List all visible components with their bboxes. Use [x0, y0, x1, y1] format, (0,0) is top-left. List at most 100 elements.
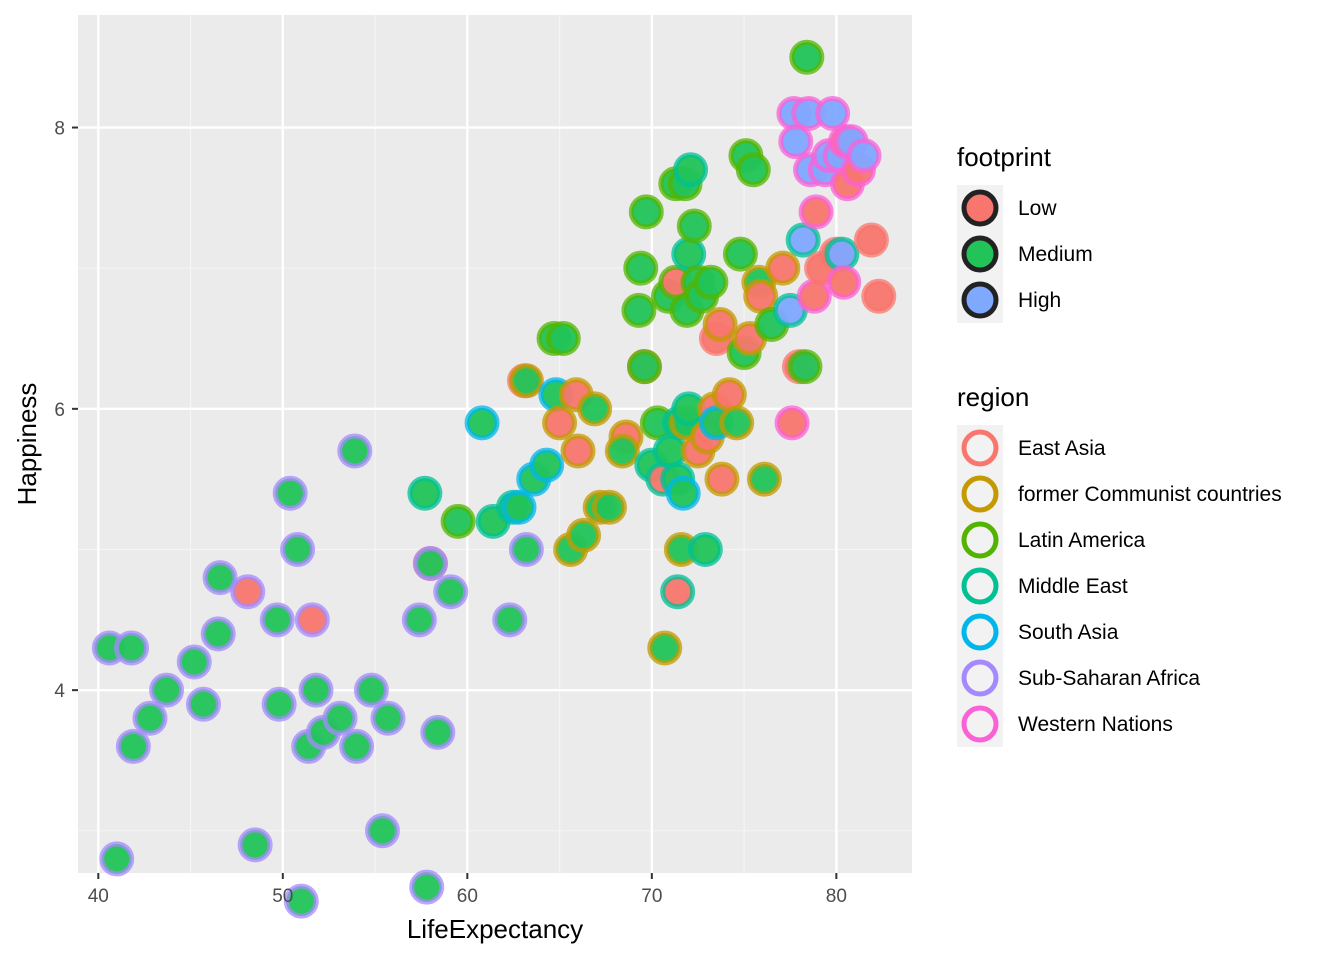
data-point — [604, 433, 640, 469]
data-point — [353, 672, 389, 708]
data-point — [647, 630, 683, 666]
y-tick-label: 6 — [54, 400, 65, 421]
data-point — [735, 152, 771, 188]
x-tick-label: 70 — [641, 886, 662, 907]
y-tick-label: 8 — [54, 119, 65, 140]
y-axis: 4 6 8 — [54, 119, 78, 702]
data-point — [272, 475, 308, 511]
data-point — [815, 95, 851, 131]
data-point — [280, 531, 316, 567]
data-point — [789, 39, 825, 75]
data-point — [114, 630, 150, 666]
data-point — [671, 236, 707, 272]
data-point — [261, 686, 297, 722]
grid-major — [78, 15, 912, 873]
data-point — [322, 700, 358, 736]
legend-label-middle-east: Middle East — [1018, 575, 1128, 598]
data-point — [200, 616, 236, 652]
panel-background — [78, 15, 912, 873]
data-point — [673, 152, 709, 188]
data-point — [623, 250, 659, 286]
data-point — [628, 194, 664, 230]
legend-footprint-title: footprint — [957, 142, 1052, 172]
legend-label-western-nations: Western Nations — [1018, 713, 1173, 736]
legend-key-medium — [961, 235, 999, 273]
y-tick-label: 4 — [54, 681, 65, 702]
legend-key-east-asia — [961, 429, 999, 467]
legend-key-former-communist — [961, 475, 999, 513]
data-point — [693, 264, 729, 300]
data-point — [440, 503, 476, 539]
legend-key-sub-saharan-africa — [961, 659, 999, 697]
data-point — [298, 672, 334, 708]
data-point — [785, 222, 821, 258]
data-point — [508, 363, 544, 399]
x-axis-title: LifeExpectancy — [407, 914, 583, 944]
data-point — [283, 883, 319, 919]
data-point — [774, 405, 810, 441]
legend-key-western-nations — [961, 705, 999, 743]
data-point — [409, 869, 445, 905]
data-point — [676, 208, 712, 244]
x-tick-label: 50 — [272, 886, 293, 907]
data-point — [230, 574, 266, 610]
data-point — [566, 517, 602, 553]
legend-key-latin-america — [961, 521, 999, 559]
data-point — [665, 475, 701, 511]
legend-label-high: High — [1018, 289, 1061, 312]
legend-key-high — [961, 281, 999, 319]
x-axis: 40 50 60 70 80 — [88, 873, 847, 907]
data-point — [185, 686, 221, 722]
data-point — [508, 531, 544, 567]
legend-label-former-communist: former Communist countries — [1018, 483, 1282, 506]
data-point — [237, 827, 273, 863]
data-point — [798, 194, 834, 230]
legend-region: region East Asia former Communist countr… — [957, 382, 1282, 747]
data-point — [704, 461, 740, 497]
data-point — [861, 278, 897, 314]
data-point — [492, 602, 528, 638]
legend-label-latin-america: Latin America — [1018, 529, 1146, 552]
data-point — [132, 700, 168, 736]
legend-key-south-asia — [961, 613, 999, 651]
legend-label-low: Low — [1018, 197, 1057, 220]
data-point — [765, 250, 801, 286]
legend-region-title: region — [957, 382, 1029, 412]
legend-label-sub-saharan-africa: Sub-Saharan Africa — [1018, 667, 1200, 690]
data-point — [560, 433, 596, 469]
data-point — [743, 278, 779, 314]
data-point — [202, 560, 238, 596]
legend-label-medium: Medium — [1018, 243, 1093, 266]
data-points — [91, 39, 897, 919]
data-point — [719, 405, 755, 441]
data-point — [433, 574, 469, 610]
legend-footprint: footprint Low Medium High — [957, 142, 1093, 323]
data-point — [577, 391, 613, 427]
data-point — [542, 405, 578, 441]
data-point — [824, 236, 860, 272]
data-point — [778, 124, 814, 160]
data-point — [826, 264, 862, 300]
data-point — [853, 222, 889, 258]
data-point — [846, 138, 882, 174]
data-point — [401, 602, 437, 638]
legend-label-east-asia: East Asia — [1018, 437, 1106, 460]
legend-key-middle-east — [961, 567, 999, 605]
data-point — [149, 672, 185, 708]
data-point — [420, 714, 456, 750]
data-point — [115, 728, 151, 764]
data-point — [796, 278, 832, 314]
data-point — [370, 700, 406, 736]
data-point — [412, 546, 448, 582]
x-tick-label: 80 — [826, 886, 847, 907]
data-point — [176, 644, 212, 680]
data-point — [337, 433, 373, 469]
data-point — [711, 377, 747, 413]
data-point — [339, 728, 375, 764]
data-point — [660, 574, 696, 610]
data-point — [687, 531, 723, 567]
data-point — [621, 292, 657, 328]
data-point — [99, 841, 135, 877]
y-axis-title: Happiness — [12, 383, 42, 506]
